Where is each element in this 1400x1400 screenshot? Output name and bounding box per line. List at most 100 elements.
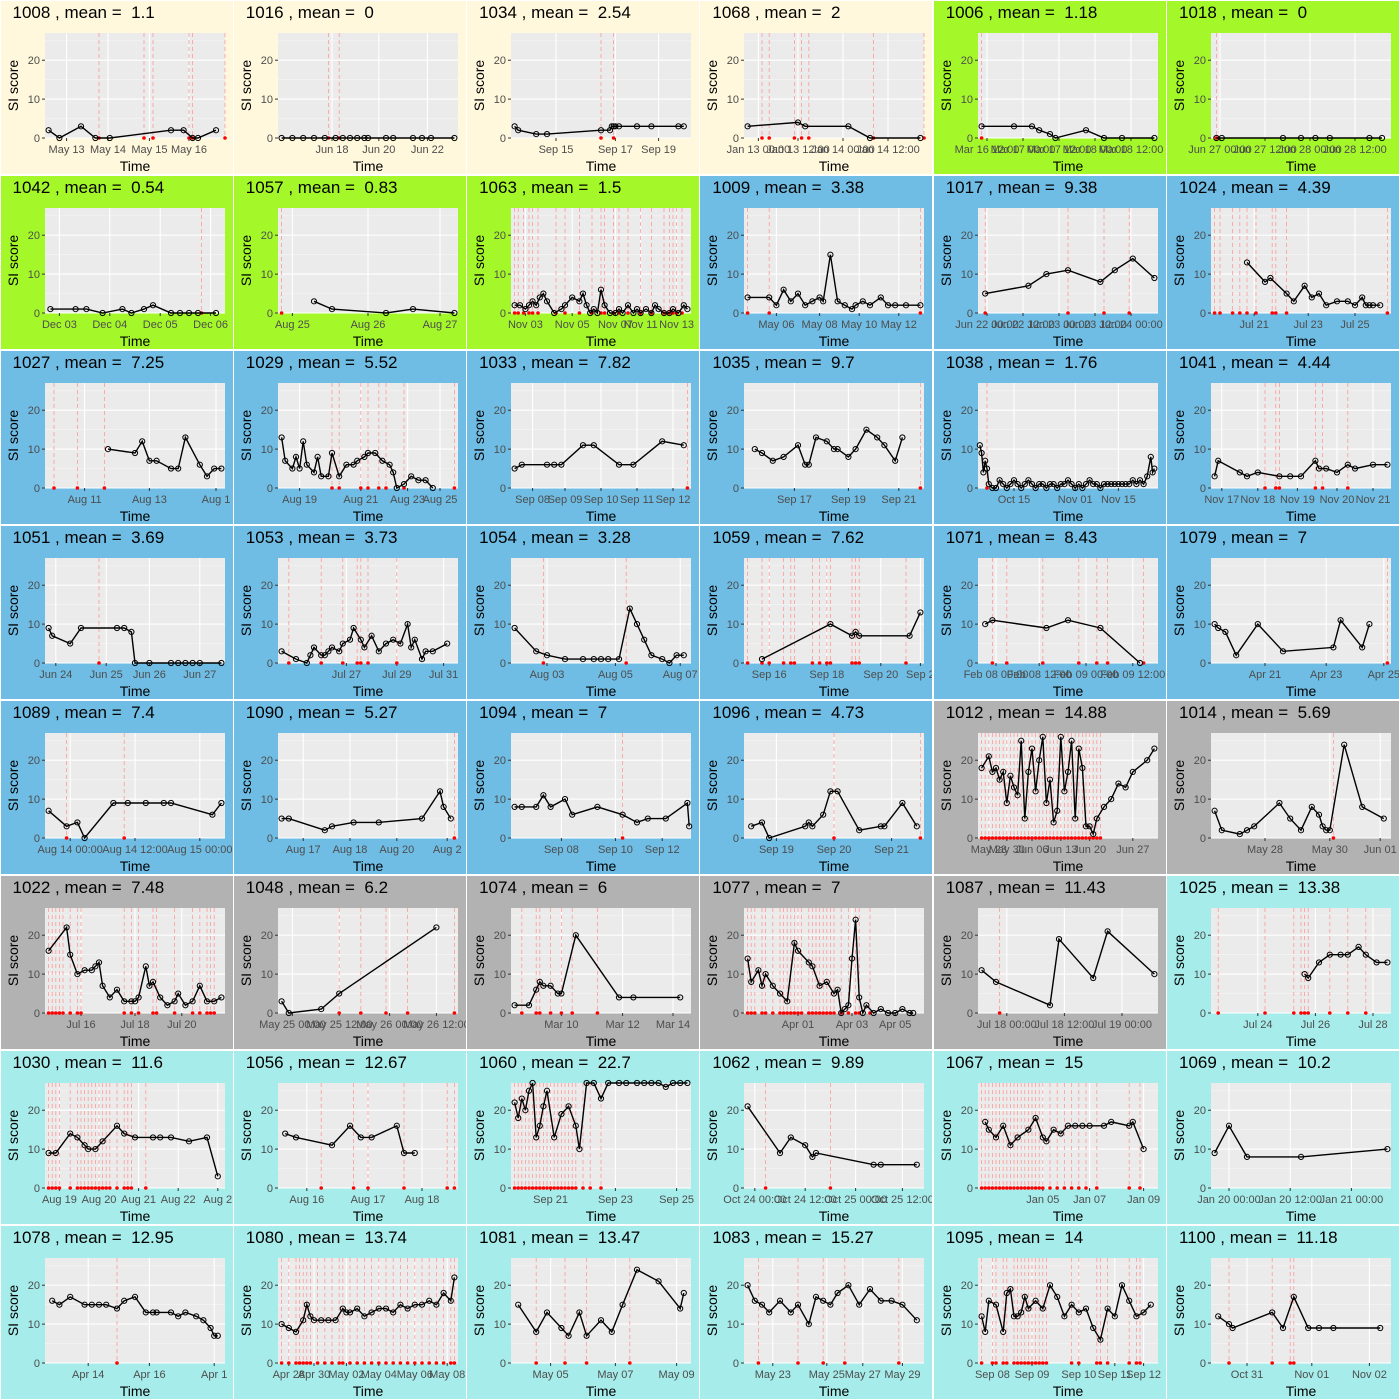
data-point bbox=[536, 293, 543, 301]
y-tick-label: 10 bbox=[960, 94, 972, 106]
data-point bbox=[1254, 620, 1261, 627]
chart-panel: 0 10 20 May 28 May 30 Jun 01 Time SI score 1014 … bbox=[1167, 700, 1399, 874]
chart-panel: 0 10 20 Feb 08 00:00 Feb 08 12:00 Feb 09 00:0… bbox=[933, 525, 1166, 699]
event-point bbox=[548, 1010, 553, 1015]
x-tick-label: Jul 31 bbox=[429, 669, 458, 681]
data-point bbox=[217, 993, 224, 1001]
data-point bbox=[856, 993, 863, 1001]
chart-panel: 0 10 20 Mar 16 12:00 Mar 17 00:00 Mar 17 12:0… bbox=[933, 0, 1166, 174]
event-point bbox=[1299, 1010, 1303, 1015]
x-tick-label: May 10 bbox=[842, 319, 878, 331]
chart-title: 1090 , mean = 5.27 bbox=[245, 702, 398, 722]
data-point bbox=[813, 433, 820, 441]
data-point bbox=[167, 309, 174, 316]
y-tick-label: 20 bbox=[261, 405, 273, 417]
event-point bbox=[1083, 1185, 1088, 1190]
data-point bbox=[167, 659, 174, 666]
data-point bbox=[878, 1005, 885, 1012]
event-point bbox=[1026, 835, 1030, 840]
event-point bbox=[1037, 835, 1041, 840]
data-point bbox=[576, 297, 583, 304]
data-point bbox=[917, 134, 924, 141]
data-point bbox=[1326, 951, 1333, 958]
data-point bbox=[1096, 484, 1104, 491]
y-axis-label: SI score bbox=[938, 759, 954, 811]
event-point bbox=[796, 1010, 801, 1015]
data-point bbox=[1344, 951, 1351, 958]
y-tick-label: 10 bbox=[261, 94, 273, 106]
event-point bbox=[1238, 310, 1242, 315]
x-axis-label: Time bbox=[1052, 508, 1083, 524]
data-point bbox=[583, 1332, 590, 1339]
data-point bbox=[511, 464, 518, 472]
data-point bbox=[196, 982, 203, 989]
data-point bbox=[77, 624, 84, 631]
data-point bbox=[1104, 1304, 1111, 1312]
x-axis-label: Time bbox=[819, 333, 850, 349]
data-point bbox=[196, 659, 203, 666]
data-point bbox=[1064, 768, 1071, 775]
x-tick-label: Aug 22 bbox=[160, 1194, 195, 1206]
data-point bbox=[540, 289, 547, 297]
y-axis-label: SI score bbox=[238, 759, 254, 811]
data-point bbox=[630, 993, 637, 1001]
chart-panel: 0 10 20 Jun 18 Jun 20 Jun 22 Time SI score 1016 … bbox=[233, 0, 466, 174]
data-point bbox=[899, 799, 906, 806]
data-point bbox=[543, 130, 551, 137]
data-point bbox=[118, 305, 126, 312]
data-point bbox=[1107, 480, 1114, 487]
data-point bbox=[1055, 935, 1062, 942]
data-point bbox=[379, 457, 386, 464]
event-point bbox=[1270, 310, 1274, 315]
event-point bbox=[89, 1185, 94, 1190]
x-tick-label: May 06 bbox=[759, 319, 795, 331]
data-point bbox=[371, 449, 379, 456]
chart-title: 1067 , mean = 15 bbox=[945, 1052, 1084, 1072]
data-point bbox=[834, 787, 842, 794]
data-point bbox=[1362, 951, 1369, 958]
event-point bbox=[990, 1360, 994, 1365]
data-point bbox=[903, 301, 910, 308]
data-point bbox=[81, 966, 88, 973]
data-point bbox=[411, 1301, 418, 1308]
x-tick-label: Sep 19 bbox=[641, 144, 676, 156]
y-tick-label: 10 bbox=[960, 1319, 972, 1331]
y-tick-label: 10 bbox=[27, 1144, 39, 1156]
data-point bbox=[860, 1009, 867, 1016]
event-point bbox=[301, 1360, 305, 1365]
event-point bbox=[595, 1010, 600, 1015]
data-point bbox=[203, 472, 210, 479]
data-point bbox=[820, 297, 827, 304]
event-point bbox=[60, 1010, 65, 1015]
y-axis-label: SI score bbox=[471, 584, 487, 636]
data-point bbox=[314, 453, 321, 460]
data-point bbox=[1100, 134, 1107, 141]
data-point bbox=[511, 1098, 518, 1106]
x-tick-label: Jan 21 00:00 bbox=[1320, 1194, 1384, 1206]
data-point bbox=[988, 768, 996, 775]
event-point bbox=[121, 1185, 126, 1190]
data-point bbox=[802, 822, 809, 829]
data-point bbox=[820, 1297, 827, 1304]
event-point bbox=[293, 1360, 298, 1365]
data-point bbox=[515, 126, 522, 133]
data-point bbox=[317, 472, 325, 479]
data-point bbox=[1129, 254, 1136, 262]
chart-title: 1079 , mean = 7 bbox=[1179, 527, 1308, 547]
data-point bbox=[878, 822, 885, 829]
x-tick-label: Sep 10 bbox=[584, 494, 619, 506]
chart-title: 1025 , mean = 13.38 bbox=[1179, 877, 1341, 897]
event-point bbox=[412, 1360, 417, 1365]
data-point bbox=[361, 453, 368, 460]
y-tick-label: 10 bbox=[494, 269, 506, 281]
data-point bbox=[120, 1297, 127, 1304]
event-point bbox=[746, 310, 750, 315]
data-point bbox=[522, 1106, 529, 1113]
x-tick-label: Sep 12 bbox=[656, 494, 691, 506]
data-point bbox=[759, 982, 766, 989]
event-point bbox=[427, 1360, 431, 1365]
x-tick-label: Jun 22 12:00 bbox=[991, 319, 1055, 331]
data-point bbox=[1276, 799, 1283, 806]
